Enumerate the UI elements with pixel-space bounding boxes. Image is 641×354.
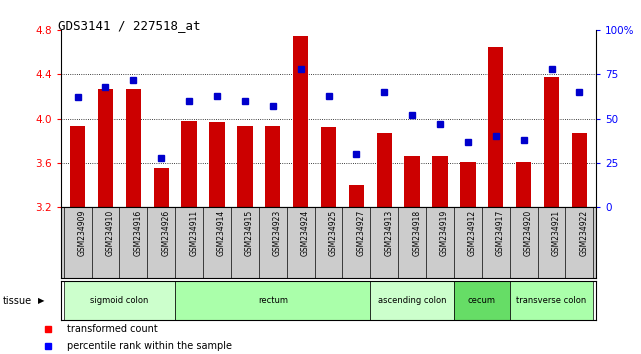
Text: GSM234914: GSM234914 — [217, 210, 226, 256]
Text: GSM234911: GSM234911 — [189, 210, 198, 256]
Bar — [488, 47, 503, 207]
Bar — [572, 133, 587, 207]
Text: GDS3141 / 227518_at: GDS3141 / 227518_at — [58, 19, 200, 33]
Text: GSM234927: GSM234927 — [356, 210, 365, 256]
Bar — [460, 162, 476, 207]
Text: GSM234925: GSM234925 — [328, 210, 338, 256]
Bar — [377, 133, 392, 207]
Text: transverse colon: transverse colon — [517, 296, 587, 306]
Bar — [181, 121, 197, 207]
Text: GSM234910: GSM234910 — [106, 210, 115, 256]
Bar — [265, 126, 280, 207]
Text: GSM234919: GSM234919 — [440, 210, 449, 256]
Text: GSM234924: GSM234924 — [301, 210, 310, 256]
Text: tissue: tissue — [3, 296, 32, 306]
Bar — [237, 126, 253, 207]
Bar — [510, 281, 594, 320]
Text: rectum: rectum — [258, 296, 288, 306]
Text: percentile rank within the sample: percentile rank within the sample — [67, 341, 232, 351]
Bar — [370, 281, 454, 320]
Text: transformed count: transformed count — [67, 324, 158, 335]
Bar — [210, 122, 225, 207]
Text: GSM234923: GSM234923 — [273, 210, 282, 256]
Bar — [544, 76, 559, 207]
Text: sigmoid colon: sigmoid colon — [90, 296, 149, 306]
Bar — [154, 169, 169, 207]
Bar — [432, 156, 447, 207]
Bar — [70, 126, 85, 207]
Bar — [349, 185, 364, 207]
Text: ▶: ▶ — [38, 296, 44, 306]
Text: GSM234913: GSM234913 — [384, 210, 394, 256]
Text: GSM234915: GSM234915 — [245, 210, 254, 256]
Bar — [175, 281, 370, 320]
Bar — [516, 162, 531, 207]
Text: GSM234921: GSM234921 — [551, 210, 560, 256]
Text: GSM234909: GSM234909 — [78, 210, 87, 256]
Bar — [98, 89, 113, 207]
Text: GSM234916: GSM234916 — [133, 210, 142, 256]
Bar — [63, 281, 175, 320]
Text: cecum: cecum — [468, 296, 496, 306]
Text: GSM234918: GSM234918 — [412, 210, 421, 256]
Text: GSM234917: GSM234917 — [495, 210, 504, 256]
Text: GSM234926: GSM234926 — [162, 210, 171, 256]
Text: ascending colon: ascending colon — [378, 296, 446, 306]
Text: GSM234920: GSM234920 — [524, 210, 533, 256]
Bar — [293, 36, 308, 207]
Text: GSM234922: GSM234922 — [579, 210, 588, 256]
Bar — [404, 156, 420, 207]
Text: GSM234912: GSM234912 — [468, 210, 477, 256]
Bar — [126, 89, 141, 207]
Bar — [321, 127, 336, 207]
Bar — [454, 281, 510, 320]
